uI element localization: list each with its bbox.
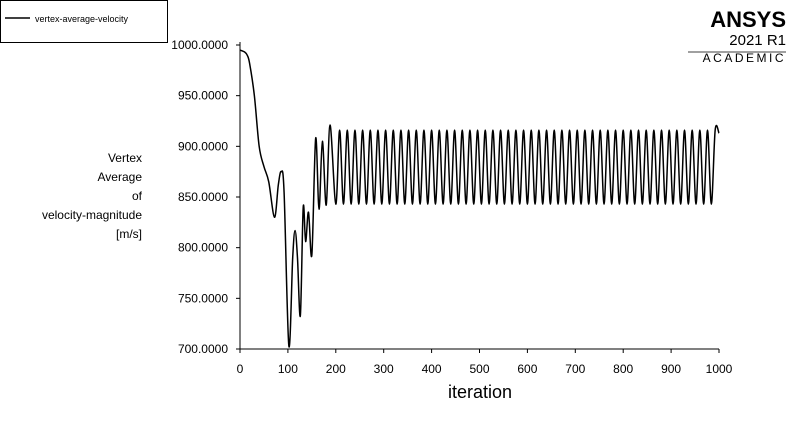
x-tick-label: 1000	[706, 362, 733, 376]
y-tick-label: 700.0000	[178, 342, 228, 356]
x-tick-label: 500	[469, 362, 489, 376]
x-tick-label: 200	[326, 362, 346, 376]
y-axis-title: [m/s]	[116, 227, 142, 241]
x-axis-title: iteration	[448, 382, 512, 402]
y-axis-title: velocity-magnitude	[42, 208, 142, 222]
x-tick-label: 900	[661, 362, 681, 376]
logo-brand: ANSYS	[710, 7, 786, 32]
x-tick-label: 300	[374, 362, 394, 376]
y-tick-label: 750.0000	[178, 291, 228, 305]
y-axis-title: of	[132, 189, 143, 203]
legend-box	[0, 0, 168, 43]
y-tick-label: 1000.0000	[171, 38, 228, 52]
logo-version: 2021 R1	[729, 32, 786, 49]
y-axis-title: Vertex	[108, 151, 142, 165]
y-axis-title: Average	[98, 170, 143, 184]
x-tick-label: 100	[278, 362, 298, 376]
y-tick-label: 850.0000	[178, 190, 228, 204]
x-tick-label: 800	[613, 362, 633, 376]
x-tick-label: 600	[517, 362, 537, 376]
y-tick-label: 800.0000	[178, 241, 228, 255]
logo-edition: ACADEMIC	[703, 51, 786, 65]
x-tick-label: 400	[422, 362, 442, 376]
legend-label: vertex-average-velocity	[35, 14, 129, 24]
x-tick-label: 700	[565, 362, 585, 376]
y-tick-label: 900.0000	[178, 139, 228, 153]
x-tick-label: 0	[237, 362, 244, 376]
y-tick-label: 950.0000	[178, 89, 228, 103]
data-line	[239, 49, 720, 348]
